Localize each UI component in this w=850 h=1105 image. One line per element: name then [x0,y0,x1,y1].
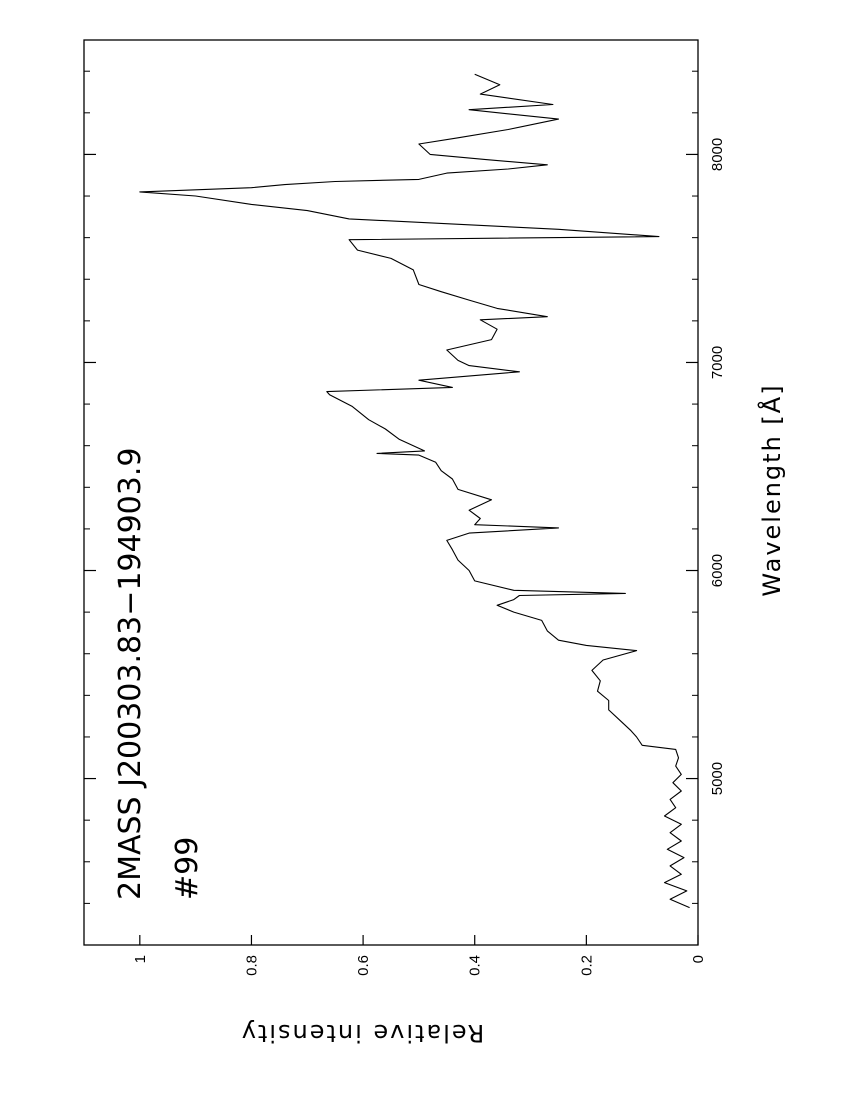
y-tick-label: 0.8 [243,955,260,976]
y-axis-label: Relative intensity [240,1019,484,1047]
plot-frame [83,39,699,946]
chart-subtitle: #99 [170,837,205,900]
x-axis-label: Wavelength [Å] [757,383,786,596]
x-tick-label: 6000 [709,554,726,587]
y-tick-label: 0.2 [578,955,595,976]
x-tick-label: 5000 [709,762,726,795]
spectrum-line [139,73,690,909]
y-tick-label: 0 [690,955,707,963]
x-tick-label: 8000 [709,138,726,171]
rotated-plot: 2MASS J200303.83−194903.9 #99 Wavelength… [83,39,786,1047]
y-tick-label: 0.4 [467,955,484,976]
x-tick-label: 7000 [709,346,726,379]
chart-title: 2MASS J200303.83−194903.9 [113,448,148,900]
y-tick-label: 0.6 [355,955,372,976]
y-tick-label: 1 [132,955,149,963]
